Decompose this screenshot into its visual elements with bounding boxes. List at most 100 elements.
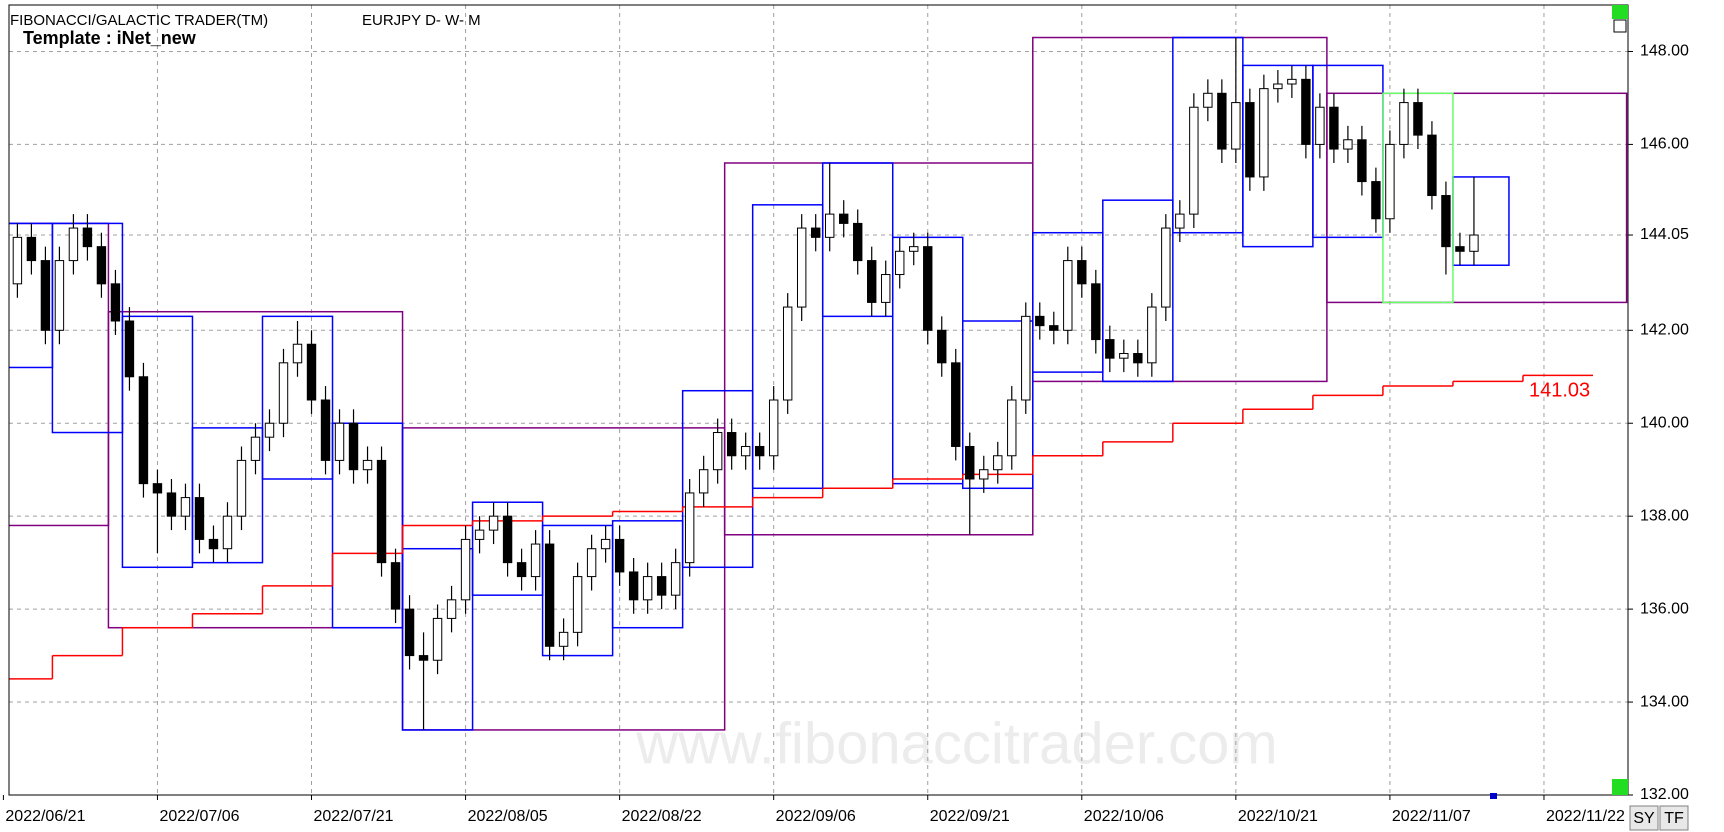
button-label[interactable]: TF	[1664, 810, 1684, 827]
candle-body	[1049, 325, 1059, 331]
candle-body	[1217, 92, 1227, 150]
candle-body	[68, 227, 79, 262]
template-label: Template : iNet_new	[23, 28, 197, 48]
candle-body	[768, 399, 779, 457]
candle-body	[698, 469, 709, 494]
candle-body	[124, 320, 135, 378]
candle-body	[1231, 102, 1241, 150]
plot-area: www.fibonaccitrader.com 141.03	[9, 5, 1628, 795]
candle-body	[82, 227, 93, 248]
candle-body	[867, 260, 877, 303]
x-tick-label: 2022/08/05	[468, 808, 548, 825]
candle-body	[460, 538, 471, 601]
x-tick-label: 2022/11/22	[1546, 808, 1625, 825]
y-tick-label: 142.00	[1640, 322, 1689, 339]
x-tick-label: 2022/06/21	[5, 808, 85, 825]
range-box	[261, 315, 334, 480]
candle-body	[993, 455, 1003, 471]
candle-body	[1133, 353, 1143, 364]
candle-body	[670, 562, 681, 596]
candle-body	[334, 422, 345, 461]
candle-body	[1315, 106, 1325, 145]
y-tick-label: 132.00	[1640, 786, 1689, 803]
range-box	[962, 320, 1034, 490]
candle-body	[250, 436, 261, 461]
candle-body	[853, 222, 863, 262]
candle-body	[1273, 83, 1283, 90]
candle-body	[1203, 92, 1213, 108]
candle-body	[278, 362, 289, 424]
candle-body	[516, 562, 527, 578]
candle-body	[600, 538, 611, 550]
candle-body	[1427, 134, 1437, 197]
y-tick-label: 148.00	[1640, 43, 1689, 60]
plot-border	[8, 4, 1629, 796]
candle-body	[628, 571, 639, 601]
candle-body	[909, 246, 919, 252]
candle-body	[236, 459, 247, 517]
button-face[interactable]	[1659, 805, 1689, 831]
candle-body	[264, 422, 275, 438]
candle-body	[96, 246, 107, 285]
candle-body	[951, 362, 961, 447]
candle-body	[166, 492, 177, 517]
range-box	[401, 547, 474, 731]
candle-body	[488, 515, 499, 531]
button-label[interactable]: SY	[1633, 810, 1655, 827]
candle-body	[138, 376, 149, 485]
y-tick-label: 134.00	[1640, 693, 1689, 710]
candle-body	[404, 608, 415, 657]
chart-title: FIBONACCI/GALACTIC TRADER(TM)	[10, 12, 268, 29]
corner-icon	[1612, 5, 1628, 19]
candle-body	[348, 422, 359, 471]
x-tick-label: 2022/09/06	[776, 808, 856, 825]
candle-body	[1161, 227, 1171, 308]
x-tick-label: 2022/07/21	[314, 808, 394, 825]
candle-body	[1035, 315, 1045, 327]
candle-body	[110, 283, 121, 322]
x-tick-label: 2022/08/22	[622, 808, 702, 825]
candle-body	[180, 497, 191, 517]
candle-body	[1441, 195, 1451, 248]
candle-body	[810, 227, 821, 238]
candle-body	[12, 236, 23, 285]
watermark: www.fibonaccitrader.com	[635, 711, 1277, 776]
x-tick-label: 2022/10/21	[1238, 808, 1318, 825]
candle-body	[390, 562, 401, 610]
candle-body	[1245, 102, 1255, 178]
candle-body	[1455, 246, 1465, 252]
x-tick-label: 2022/09/21	[930, 808, 1010, 825]
candle-body	[642, 576, 653, 601]
candle-body	[1385, 143, 1395, 220]
candle-body	[1077, 260, 1087, 285]
candle-body	[1287, 78, 1297, 85]
button-face[interactable]	[1629, 805, 1659, 831]
toolbar-button[interactable]: SY	[1629, 805, 1659, 831]
range-box	[1102, 199, 1174, 383]
candle-body	[1413, 102, 1423, 136]
candle-body	[502, 515, 513, 564]
candle-body	[656, 576, 667, 596]
candle-body	[376, 459, 387, 564]
candle-body	[1469, 234, 1479, 252]
candle-body	[1371, 181, 1381, 220]
range-box	[191, 427, 264, 564]
range-box	[1326, 92, 1628, 304]
candle-body	[1399, 102, 1409, 145]
candle-body	[1063, 260, 1073, 331]
candle-body	[684, 492, 695, 564]
candle-body	[1259, 88, 1269, 178]
candle-body	[1189, 106, 1199, 215]
candle-body	[40, 260, 51, 331]
candle-body	[740, 445, 751, 457]
step-line-label: 141.03	[1529, 380, 1590, 402]
toolbar-button[interactable]: TF	[1659, 805, 1689, 831]
candle-body	[54, 260, 65, 331]
candle-body	[544, 543, 555, 647]
candle-body	[1175, 213, 1185, 229]
candle-body	[895, 250, 905, 276]
candle-body	[586, 548, 597, 578]
candle-body	[825, 213, 835, 238]
